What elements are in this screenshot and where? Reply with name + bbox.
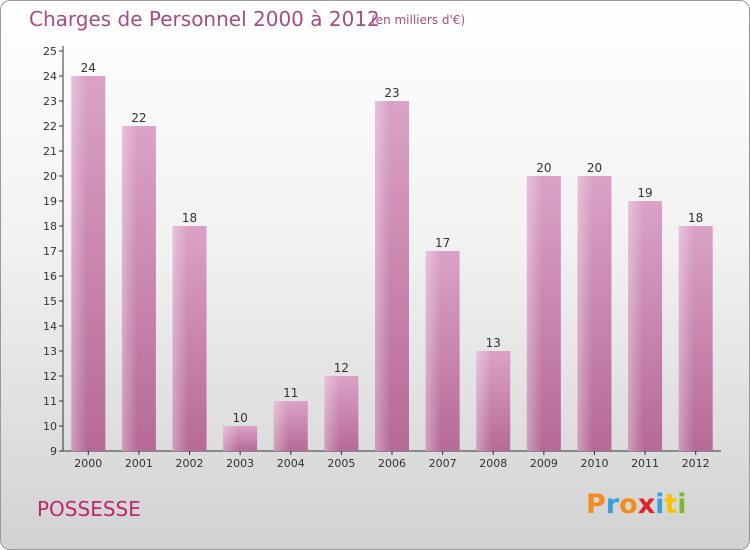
logo-letter: r: [605, 489, 620, 520]
value-label: 17: [435, 236, 450, 250]
bar-highlight: [476, 351, 492, 451]
y-tick-label: 12: [43, 370, 57, 383]
value-label: 20: [587, 161, 602, 175]
value-label: 12: [334, 361, 349, 375]
bar-highlight: [425, 251, 441, 451]
y-tick-label: 21: [43, 145, 57, 158]
value-label: 10: [233, 411, 248, 425]
bar-highlight: [121, 126, 138, 451]
y-tick-label: 22: [43, 120, 57, 133]
bar-highlight: [71, 76, 87, 451]
bar-highlight: [223, 426, 239, 451]
bar-highlight: [172, 226, 188, 451]
x-tick-label: 2000: [74, 457, 102, 470]
x-tick-label: 2004: [277, 457, 305, 470]
commune-name: POSSESSE: [37, 497, 141, 521]
logo-letter: o: [619, 489, 638, 520]
bar-highlight: [375, 101, 391, 451]
bar-highlight: [324, 376, 340, 451]
value-label: 11: [283, 386, 298, 400]
bar-highlight: [577, 176, 593, 451]
value-label: 18: [182, 211, 197, 225]
x-tick-label: 2002: [176, 457, 204, 470]
y-tick-label: 24: [43, 70, 57, 83]
y-tick-label: 9: [50, 445, 57, 458]
chart-title: Charges de Personnel 2000 à 2012: [29, 7, 380, 31]
x-tick-label: 2010: [580, 457, 608, 470]
x-tick-label: 2012: [682, 457, 710, 470]
value-label: 18: [688, 211, 703, 225]
bar-highlight: [678, 226, 694, 451]
y-tick-label: 20: [43, 170, 57, 183]
logo-letter: x: [637, 489, 656, 520]
y-tick-label: 17: [43, 245, 57, 258]
y-tick-label: 25: [43, 45, 57, 58]
y-tick-label: 15: [43, 295, 57, 308]
value-label: 20: [536, 161, 551, 175]
y-tick-label: 13: [43, 345, 57, 358]
value-label: 13: [486, 336, 501, 350]
x-tick-label: 2006: [378, 457, 406, 470]
y-tick-label: 19: [43, 195, 57, 208]
bar-highlight: [273, 401, 290, 451]
x-tick-label: 2011: [631, 457, 659, 470]
proxiti-logo[interactable]: Proxiti: [586, 489, 687, 520]
y-tick-label: 11: [43, 395, 57, 408]
x-tick-label: 2001: [125, 457, 153, 470]
x-tick-label: 2005: [327, 457, 355, 470]
y-tick-label: 10: [43, 420, 57, 433]
y-tick-label: 16: [43, 270, 57, 283]
x-tick-label: 2007: [429, 457, 457, 470]
bar-highlight: [628, 201, 644, 451]
logo-letter: t: [664, 489, 678, 520]
value-label: 24: [81, 61, 96, 75]
value-label: 23: [384, 86, 399, 100]
y-tick-label: 14: [43, 320, 57, 333]
y-tick-label: 23: [43, 95, 57, 108]
x-tick-label: 2009: [530, 457, 558, 470]
chart-subtitle: (en milliers d'€): [371, 13, 466, 27]
x-tick-label: 2003: [226, 457, 254, 470]
x-tick-label: 2008: [479, 457, 507, 470]
bar-highlight: [526, 176, 543, 451]
value-label: 22: [131, 111, 146, 125]
logo-letter: P: [586, 489, 606, 520]
logo-letter: i: [677, 489, 687, 520]
y-tick-label: 18: [43, 220, 57, 233]
logo-letter: i: [655, 489, 665, 520]
value-label: 19: [637, 186, 652, 200]
